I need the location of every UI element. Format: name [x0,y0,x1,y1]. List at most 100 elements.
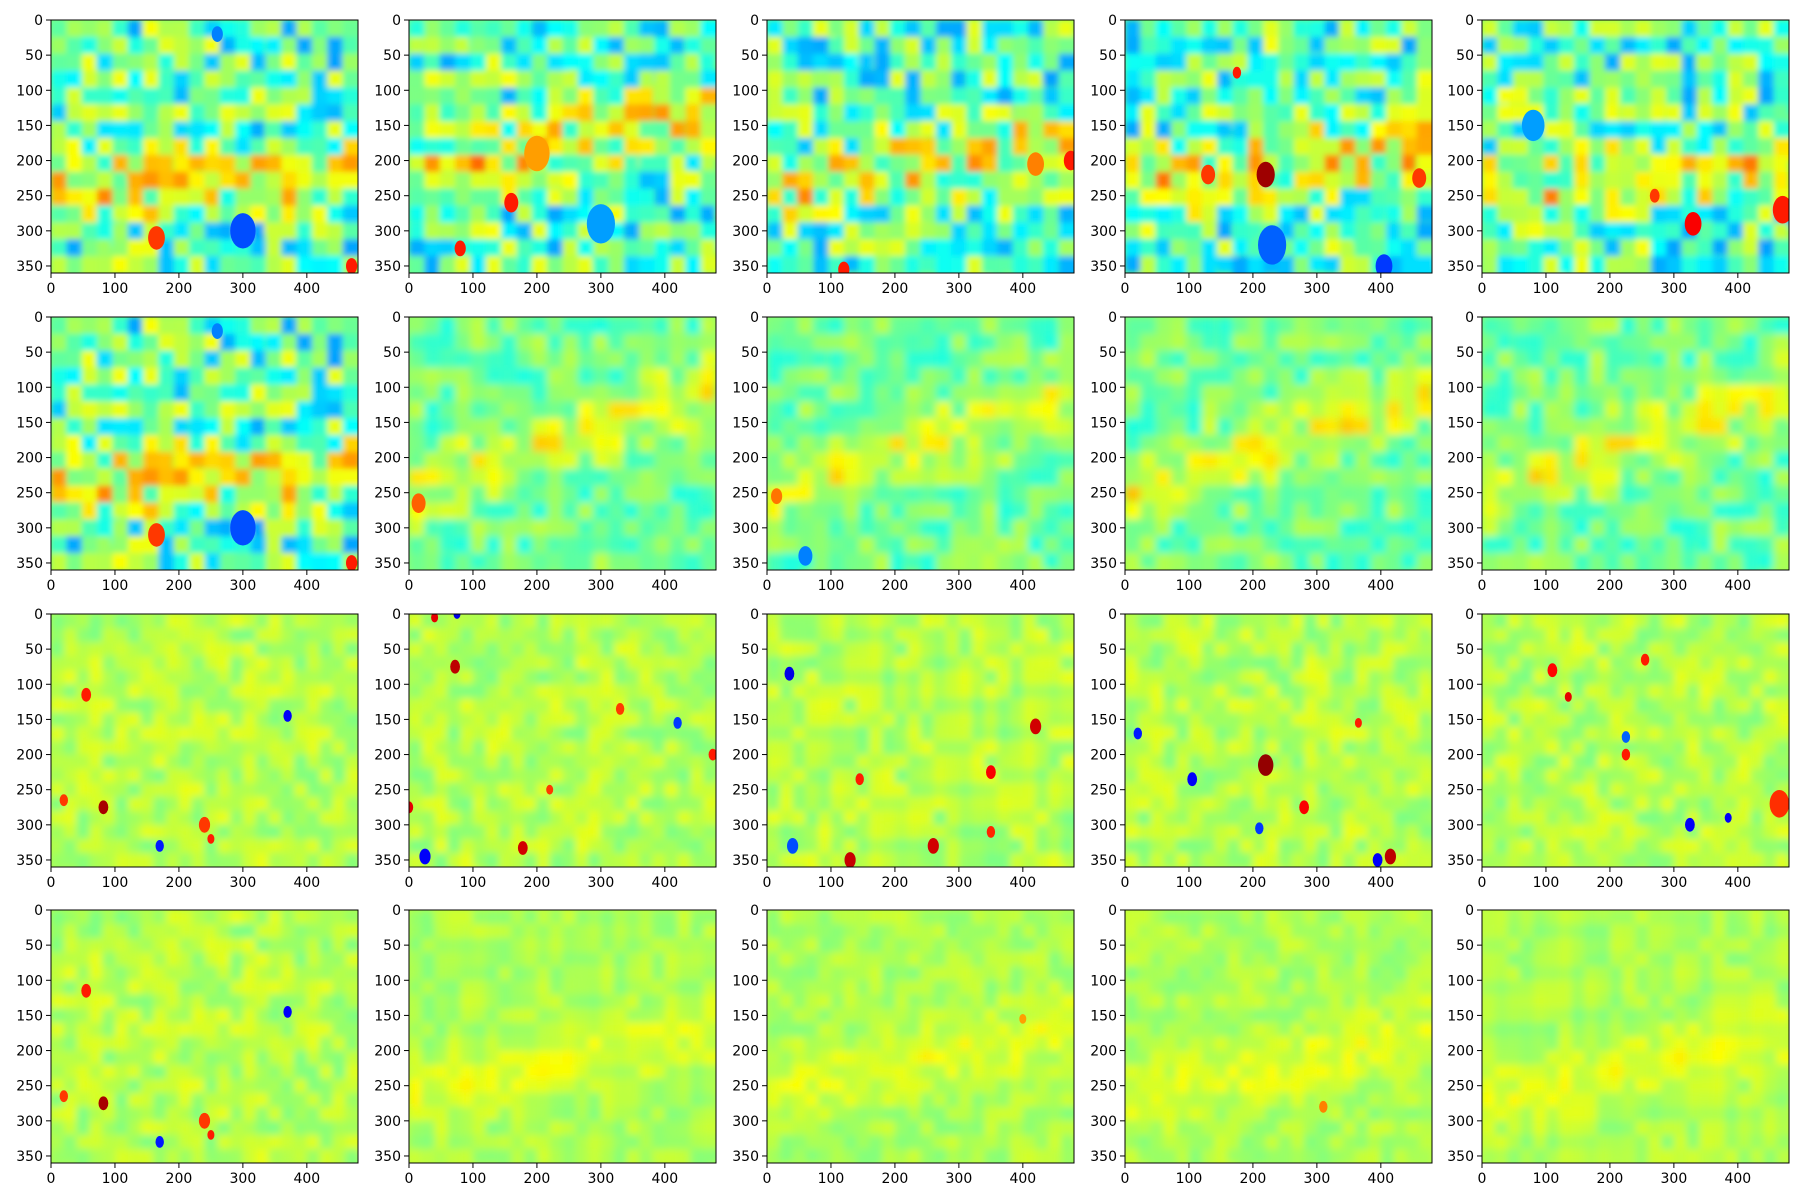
heatmap-cell [547,519,564,538]
heatmap-cell [1355,104,1370,126]
heatmap-cell [1589,70,1609,90]
heatmap-cell [524,684,541,698]
heatmap-cell [1558,20,1579,39]
heatmap-field [51,614,358,867]
heatmap-cell [685,171,704,189]
heatmap-cell [946,754,959,773]
heatmap-cell [51,684,66,700]
heatmap-cell [920,536,939,552]
heatmap-cell [143,401,158,419]
heatmap-cell [946,796,962,814]
x-tick-label: 0 [763,578,772,594]
heatmap-cell [153,614,170,628]
heatmap-cell [1171,104,1188,120]
heatmap-cell [1140,70,1161,88]
heatmap-cell [1293,451,1310,471]
heatmap-cell [1309,239,1324,260]
y-tick-label: 50 [1456,345,1474,361]
heatmap-cell [89,726,105,745]
heatmap-cell [1497,350,1516,369]
heatmap-cell [654,20,669,37]
heatmap-cell [97,256,115,273]
heatmap-cell [1386,502,1406,522]
heatmap-cell [230,852,245,867]
heatmap-cell [1316,698,1333,716]
heatmap-cell [1773,333,1789,353]
heatmap-cell [536,740,550,757]
heatmap-cell [1061,838,1074,855]
heatmap-cell [455,36,469,58]
heatmap-cell [217,642,232,660]
heatmap-cell [1386,519,1405,536]
x-tick-label: 200 [524,281,551,297]
heatmap-spot [148,523,165,547]
heatmap-cell [1012,205,1031,223]
heatmap-cell [1386,171,1405,193]
heatmap-cell [639,698,653,713]
heatmap-spot [211,323,223,339]
heatmap-cell [439,519,456,538]
heatmap-cell [311,121,331,141]
heatmap-cell [501,36,520,59]
heatmap-cell [588,838,604,857]
axes-frame [50,19,359,274]
heatmap-cell [1140,485,1160,503]
heatmap-cell [652,642,667,659]
x-tick-label: 100 [460,578,487,594]
x-tick-label: 100 [460,875,487,891]
heatmap-cell [1512,256,1533,273]
heatmap-cell [1589,485,1605,507]
heatmap-cell [281,502,296,524]
heatmap-cell [894,712,907,730]
heatmap-cell [173,138,189,155]
heatmap-cell [1186,256,1201,273]
heatmap-cell [143,53,161,73]
heatmap-cell [230,628,246,644]
heatmap-spot [59,794,68,807]
heatmap-cell [1696,104,1714,122]
heatmap-cell [920,121,939,137]
heatmap-cell [1232,401,1253,424]
heatmap-cell [327,256,347,273]
x-tick-label: 200 [166,281,193,297]
heatmap-cell [1247,333,1268,353]
heatmap-cell [306,614,319,629]
heatmap-spot [81,687,92,702]
heatmap-cell [654,70,671,89]
y-tick-label: 50 [25,345,43,361]
heatmap-cell [1380,740,1396,758]
heatmap-cell [455,418,476,437]
x-tick-label: 300 [230,281,257,297]
heatmap-cell [1386,418,1403,436]
heatmap-cell [889,536,907,558]
heatmap-cell [1263,70,1282,87]
heatmap-cell [1263,188,1278,206]
heatmap-cell [1528,468,1543,485]
heatmap-cell [981,418,1001,438]
heatmap-cell [1386,435,1402,457]
heatmap-cell [1137,740,1151,757]
heatmap-cell [306,754,324,773]
heatmap-cell [127,485,147,504]
heatmap-cell [588,670,603,687]
x-tick-label: 300 [588,578,615,594]
heatmap-cell [549,628,564,642]
heatmap-cell [966,468,981,486]
heatmap-cell [1401,553,1419,570]
heatmap-cell [920,256,941,273]
heatmap-cell [281,138,301,154]
heatmap-cell [158,20,178,38]
heatmap-cell [1058,70,1074,92]
y-tick-label: 100 [1447,380,1474,396]
heatmap-cell [856,726,873,743]
heatmap-cell [828,53,845,76]
heatmap-cell [1232,20,1249,38]
y-tick-label: 200 [1447,154,1474,170]
heatmap-cell [562,36,581,55]
heatmap-cell [485,519,500,542]
heatmap-cell [626,852,642,867]
heatmap-cell [204,384,224,403]
heatmap-cell [424,553,440,570]
heatmap-cell [1635,222,1655,244]
